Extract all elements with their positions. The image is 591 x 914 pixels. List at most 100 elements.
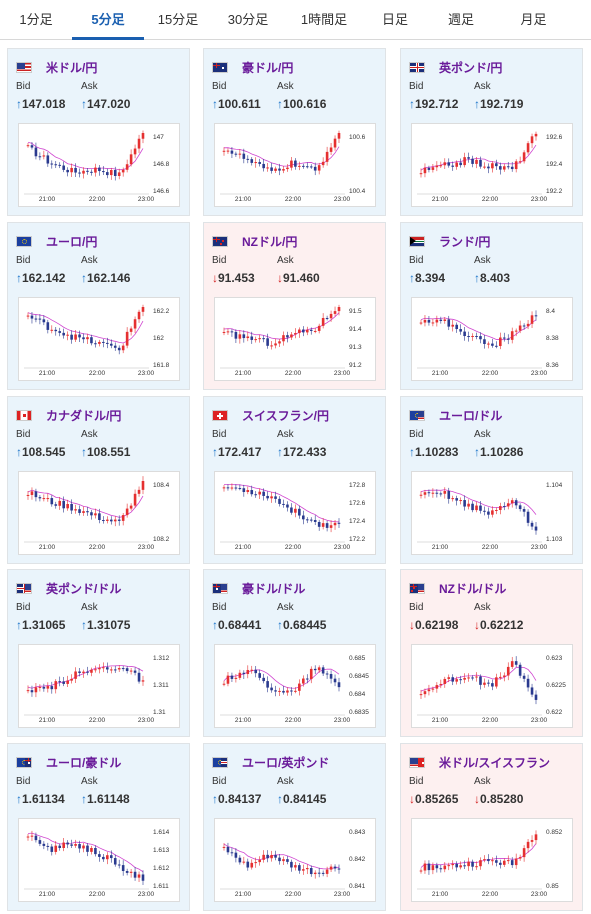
candle	[510, 860, 514, 866]
y-tick-label: 161.8	[153, 362, 170, 369]
rate-card[interactable]: 米ドル/円 Bid Ask ↑147.018 ↑147.020 147 146.8 146.6…	[7, 48, 190, 216]
candle	[302, 678, 305, 684]
pair-header[interactable]: カナダドル/円	[16, 407, 121, 423]
pair-header[interactable]: ユーロ/豪ドル	[16, 754, 121, 770]
rate-card[interactable]: ユーロ/ドル Bid Ask ↑1.10283 ↑1.10286 1.104 1.103 21…	[400, 396, 583, 564]
pair-name[interactable]: ユーロ/英ポンド	[242, 755, 330, 770]
candle	[506, 860, 510, 862]
pair-name[interactable]: 英ポンド/ドル	[46, 581, 122, 596]
candlestick-chart[interactable]: 162.2 162 161.8 21:00 22:00 23:00	[18, 297, 180, 381]
candle	[141, 680, 145, 682]
candle	[102, 856, 105, 860]
pair-name[interactable]: 豪ドル/円	[242, 60, 294, 75]
pair-header[interactable]: 英ポンド/円	[409, 59, 502, 75]
candle	[78, 509, 81, 513]
candlestick-chart[interactable]: 0.852 0.85 21:00 22:00 23:00	[411, 818, 573, 902]
pair-header[interactable]: 米ドル/円	[16, 59, 97, 75]
candle	[98, 167, 101, 172]
rate-card[interactable]: 英ポンド/ドル Bid Ask ↑1.31065 ↑1.31075 1.312 1.311 1…	[7, 569, 190, 737]
candlestick-chart[interactable]: 192.6 192.4 192.2 21:00 22:00 23:00	[411, 123, 573, 207]
rate-card[interactable]: NZドル/ドル Bid Ask ↓0.62198 ↓0.62212 0.623 0.6225…	[400, 569, 583, 737]
y-tick-label: 1.612	[153, 865, 170, 872]
pair-name[interactable]: NZドル/ドル	[439, 581, 507, 596]
candle	[42, 498, 46, 500]
pair-name[interactable]: NZドル/円	[242, 234, 298, 249]
tab-7[interactable]: 週足	[447, 12, 474, 27]
tab-6[interactable]: 日足	[381, 12, 408, 27]
ask-label: Ask	[81, 81, 98, 92]
nz-us-flag-icon	[409, 582, 425, 594]
pair-name[interactable]: ユーロ/ドル	[439, 408, 503, 423]
pair-name[interactable]: ランド/円	[439, 234, 491, 249]
candlestick-chart[interactable]: 100.6 100.4 21:00 22:00 23:00	[214, 123, 376, 207]
pair-name[interactable]: スイスフラン/円	[242, 408, 329, 423]
candlestick-chart[interactable]: 108.4 108.2 21:00 22:00 23:00	[18, 471, 180, 555]
ask-price: 192.719	[480, 97, 524, 111]
candle	[102, 667, 105, 669]
candle	[455, 162, 458, 167]
candlestick-chart[interactable]: 1.104 1.103 21:00 22:00 23:00	[411, 471, 573, 555]
ask-value: ↑1.61148	[81, 792, 130, 806]
x-tick-label: 23:00	[138, 370, 155, 377]
pair-header[interactable]: 豪ドル/ドル	[212, 580, 305, 596]
candlestick-chart[interactable]: 8.4 8.38 8.36 21:00 22:00 23:00	[411, 297, 573, 381]
pair-header[interactable]: 豪ドル/円	[212, 59, 293, 75]
pair-name[interactable]: 米ドル/スイスフラン	[439, 755, 550, 770]
x-tick-label: 22:00	[482, 196, 499, 203]
bid-label: Bid	[409, 255, 424, 266]
pair-name[interactable]: 豪ドル/ドル	[242, 581, 306, 596]
candlestick-chart[interactable]: 147 146.8 146.6 21:00 22:00 23:00	[18, 123, 180, 207]
rate-card[interactable]: NZドル/円 Bid Ask ↓91.453 ↓91.460 91.5 91.4 91.3 91…	[203, 222, 386, 390]
rate-card[interactable]: ユーロ/英ポンド Bid Ask ↑0.84137 ↑0.84145 0.843 0.842…	[203, 743, 386, 911]
candle	[475, 676, 478, 678]
pair-header[interactable]: 米ドル/スイスフラン	[409, 754, 550, 770]
rate-card[interactable]: ランド/円 Bid Ask ↑8.394 ↑8.403 8.4 8.38 8.36 21:00 2…	[400, 222, 583, 390]
ask-label: Ask	[81, 602, 98, 613]
x-tick-label: 21:00	[432, 891, 449, 898]
chart-svg: 192.6 192.4 192.2 21:00 22:00 23:00	[417, 131, 563, 203]
candlestick-chart[interactable]: 0.623 0.6225 0.622 21:00 22:00 23:00	[411, 644, 573, 728]
candle	[419, 494, 423, 496]
tab-2[interactable]: 5分足	[72, 0, 144, 40]
pair-header[interactable]: 英ポンド/ドル	[16, 580, 121, 596]
pair-header[interactable]: スイスフラン/円	[212, 407, 329, 423]
bid-label: Bid	[212, 429, 227, 440]
pair-header[interactable]: NZドル/円	[212, 233, 297, 249]
candlestick-chart[interactable]: 0.685 0.6845 0.684 0.6835 21:00 22:00 23:00	[214, 644, 376, 728]
pair-name[interactable]: ユーロ/円	[46, 234, 98, 249]
candle	[463, 157, 466, 166]
rate-card[interactable]: 米ドル/スイスフラン Bid Ask ↓0.85265 ↓0.85280 0.852 0.8…	[400, 743, 583, 911]
pair-header[interactable]: ランド/円	[409, 233, 490, 249]
tab-3[interactable]: 15分足	[157, 12, 199, 27]
pair-name[interactable]: カナダドル/円	[46, 408, 122, 423]
candlestick-chart[interactable]: 172.8 172.6 172.4 172.2 21:00 22:00 23:00	[214, 471, 376, 555]
tab-1[interactable]: 1分足	[19, 12, 53, 27]
candlestick-chart[interactable]: 1.312 1.311 1.31 21:00 22:00 23:00	[18, 644, 180, 728]
rate-card[interactable]: 豪ドル/円 Bid Ask ↑100.611 ↑100.616 100.6 100.4 21:…	[203, 48, 386, 216]
rate-card[interactable]: 英ポンド/円 Bid Ask ↑192.712 ↑192.719 192.6 192.4 19…	[400, 48, 583, 216]
rate-card[interactable]: スイスフラン/円 Bid Ask ↑172.417 ↑172.433 172.8 172.6…	[203, 396, 386, 564]
candlestick-chart[interactable]: 0.843 0.842 0.841 21:00 22:00 23:00	[214, 818, 376, 902]
pair-header[interactable]: ユーロ/英ポンド	[212, 754, 329, 770]
pair-header[interactable]: ユーロ/円	[16, 233, 97, 249]
tab-8[interactable]: 月足	[520, 12, 547, 27]
candle	[113, 519, 117, 522]
tab-5[interactable]: 1時間足	[300, 12, 348, 27]
pair-name[interactable]: 米ドル/円	[46, 60, 98, 75]
pair-name[interactable]: 英ポンド/円	[439, 60, 503, 75]
candlestick-chart[interactable]: 91.5 91.4 91.3 91.2 21:00 22:00 23:00	[214, 297, 376, 381]
pair-header[interactable]: ユーロ/ドル	[409, 407, 502, 423]
rate-card[interactable]: カナダドル/円 Bid Ask ↑108.545 ↑108.551 108.4 108.2 2…	[7, 396, 190, 564]
candle	[313, 166, 317, 171]
candlestick-chart[interactable]: 1.614 1.613 1.612 1.611 21:00 22:00 23:00	[18, 818, 180, 902]
y-tick-label: 91.3	[349, 344, 362, 351]
candle	[121, 865, 125, 872]
pair-name[interactable]: ユーロ/豪ドル	[46, 755, 122, 770]
candle	[278, 690, 281, 692]
candle	[270, 496, 273, 499]
rate-card[interactable]: ユーロ/豪ドル Bid Ask ↑1.61134 ↑1.61148 1.614 1.613 1…	[7, 743, 190, 911]
rate-card[interactable]: ユーロ/円 Bid Ask ↑162.142 ↑162.146 162.2 162 161.8…	[7, 222, 190, 390]
tab-4[interactable]: 30分足	[227, 12, 269, 27]
pair-header[interactable]: NZドル/ドル	[409, 580, 506, 596]
rate-card[interactable]: 豪ドル/ドル Bid Ask ↑0.68441 ↑0.68445 0.685 0.6845 0…	[203, 569, 386, 737]
